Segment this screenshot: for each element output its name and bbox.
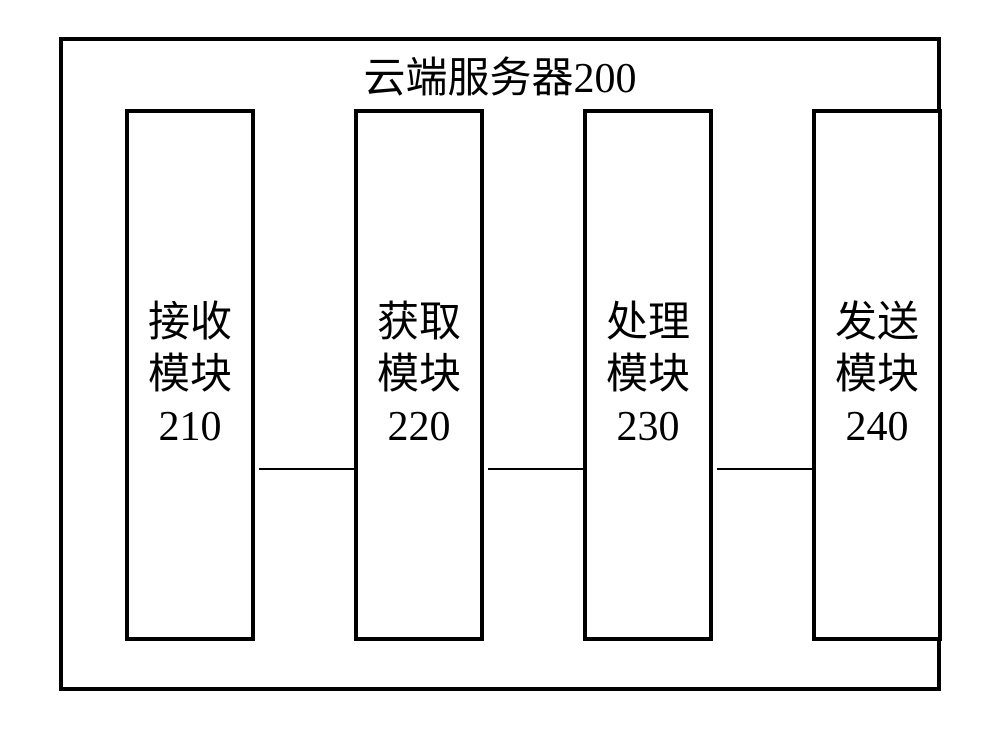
module-send: 发送 模块 240 [812, 109, 942, 641]
module-label-line: 模块 [377, 349, 461, 401]
module-label-line: 230 [617, 401, 680, 453]
module-receive: 接收 模块 210 [125, 109, 255, 641]
module-label-line: 接收 [148, 297, 232, 349]
module-label-line: 发送 [835, 297, 919, 349]
module-label-line: 模块 [835, 349, 919, 401]
server-title: 云端服务器200 [330, 44, 670, 105]
module-label-line: 模块 [606, 349, 690, 401]
module-label-line: 220 [388, 401, 451, 453]
module-label-line: 240 [846, 401, 909, 453]
module-process: 处理 模块 230 [583, 109, 713, 641]
module-acquire: 获取 模块 220 [354, 109, 484, 641]
diagram-canvas: 云端服务器200 接收 模块 210 获取 模块 220 处理 模块 230 发… [0, 0, 1000, 741]
module-label-line: 获取 [377, 297, 461, 349]
module-label-line: 210 [159, 401, 222, 453]
module-label-line: 模块 [148, 349, 232, 401]
module-label-line: 处理 [606, 297, 690, 349]
